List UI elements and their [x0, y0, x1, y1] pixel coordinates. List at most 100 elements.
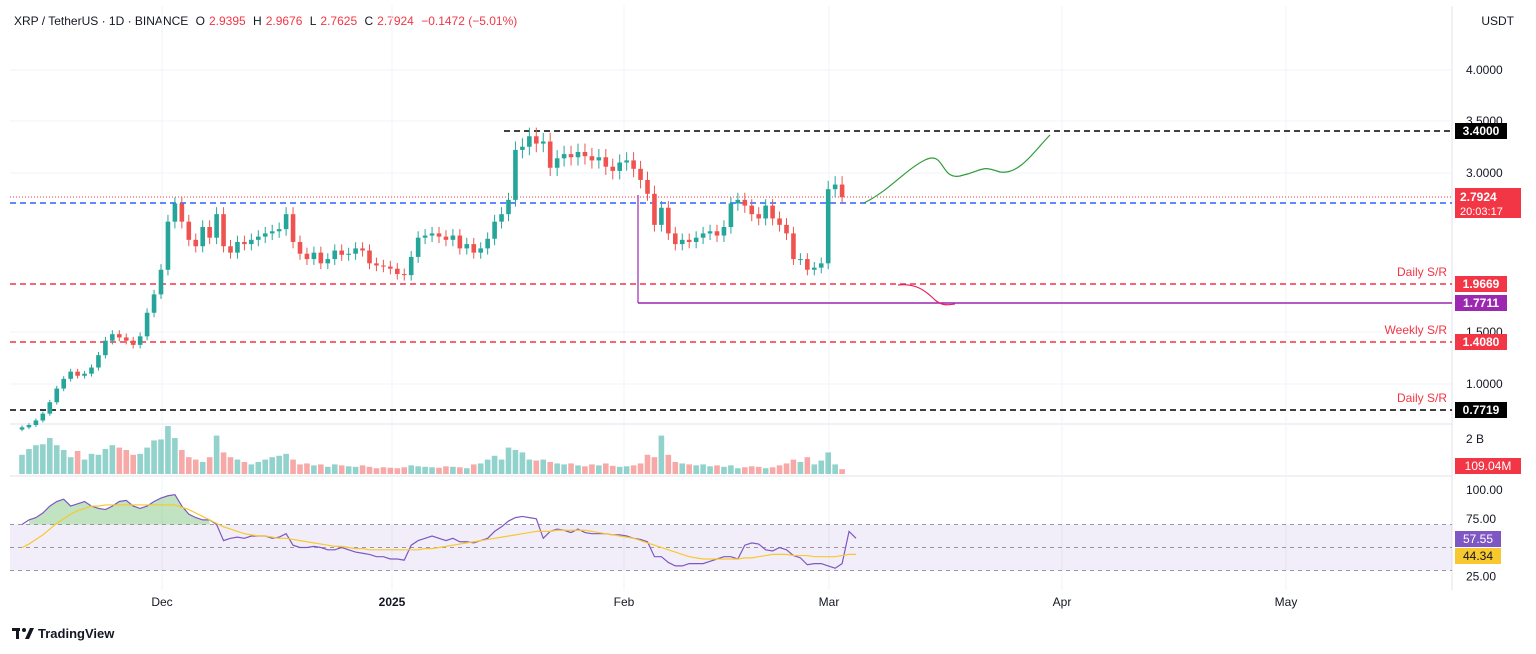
volume-bar	[81, 459, 88, 474]
volume-bar	[547, 462, 553, 474]
volume-bar	[290, 459, 296, 474]
rsi-ma-tag	[1455, 548, 1501, 564]
volume-bar	[533, 460, 540, 474]
candle	[735, 199, 741, 204]
volume-bar	[227, 457, 234, 474]
low-value: 2.7625	[320, 14, 358, 28]
volume-bar	[352, 466, 359, 474]
volume-bar	[582, 466, 588, 474]
candle	[54, 388, 60, 403]
volume-bar	[283, 453, 289, 474]
volume-bar	[325, 466, 331, 474]
volume-bar	[408, 465, 414, 474]
volume-bar	[679, 463, 686, 474]
candle	[784, 224, 789, 234]
volume-bar	[728, 465, 734, 474]
x-axis-tick: Apr	[1053, 595, 1072, 609]
candle	[130, 340, 136, 345]
volume-bar	[658, 435, 665, 474]
volume-bar	[123, 450, 130, 474]
volume-bar	[596, 465, 602, 474]
volume-bar	[172, 438, 178, 474]
volume-bar	[616, 466, 623, 474]
candle	[700, 233, 706, 238]
rsi-ma-tag-label: 44.34	[1463, 549, 1493, 563]
volume-bar	[422, 466, 428, 474]
volume-bar	[40, 444, 46, 474]
candle	[527, 136, 532, 147]
candle	[499, 214, 504, 222]
candle	[624, 160, 629, 163]
volume-bar	[60, 450, 67, 474]
candle	[777, 218, 782, 225]
candle	[547, 141, 553, 168]
candle	[214, 214, 219, 238]
candle	[749, 205, 755, 215]
candle	[742, 199, 748, 206]
candle	[638, 168, 643, 180]
y-axis-tick: 4.0000	[1466, 63, 1503, 77]
volume-bar	[165, 426, 171, 474]
volume-bar	[234, 459, 241, 474]
candle	[450, 235, 456, 240]
y-axis-tick: 3.0000	[1466, 166, 1503, 180]
volume-bar	[380, 467, 387, 474]
volume-bar	[318, 464, 324, 474]
x-axis-tick: 2025	[379, 595, 406, 609]
high-label: H	[253, 14, 262, 28]
volume-bar	[783, 463, 790, 474]
candle	[471, 244, 477, 253]
rsi-tag-label: 57.55	[1463, 532, 1493, 546]
volume-bar	[95, 454, 102, 474]
tradingview-logo[interactable]: TradingView	[12, 626, 114, 641]
rsi-ma-line	[21, 504, 856, 560]
volume-bar	[526, 459, 533, 474]
volume-bar	[26, 449, 32, 474]
volume-bar	[714, 465, 720, 474]
level-annotation: Daily S/R	[1397, 391, 1447, 405]
volume-bar	[213, 435, 220, 474]
candle	[679, 239, 685, 245]
currency-unit[interactable]: USDT	[1481, 14, 1514, 28]
candle	[33, 420, 39, 426]
candle	[61, 378, 66, 389]
volume-bar	[436, 467, 442, 474]
volume-bar	[609, 465, 616, 474]
candle	[186, 221, 192, 240]
candle	[395, 268, 400, 275]
candle	[332, 250, 338, 260]
candle	[318, 252, 324, 264]
candle	[26, 425, 32, 428]
level-tag	[1455, 295, 1507, 311]
level-tag-label: 1.7711	[1463, 296, 1499, 310]
candle	[457, 235, 463, 249]
volume-bar	[484, 459, 491, 474]
volume-bar	[53, 445, 60, 474]
candle	[652, 193, 657, 225]
volume-bar	[742, 467, 748, 474]
level-tag	[1455, 123, 1507, 139]
candle	[123, 337, 129, 341]
candle	[568, 154, 574, 158]
candle	[832, 184, 838, 190]
tradingview-icon	[12, 627, 34, 639]
volume-bar	[387, 467, 394, 474]
volume-bar	[623, 466, 630, 474]
candle	[207, 227, 212, 238]
volume-bar	[311, 465, 317, 474]
volume-bar	[477, 463, 484, 474]
level-tag-label: 0.7719	[1463, 403, 1500, 417]
volume-bar	[839, 469, 845, 474]
volume-bar	[297, 464, 303, 474]
candle	[165, 221, 171, 270]
candle	[325, 259, 331, 264]
volume-bar	[450, 466, 456, 474]
volume-bar	[721, 466, 727, 474]
level-tag-label: 1.9669	[1463, 277, 1500, 291]
candle	[582, 152, 588, 157]
candle	[825, 189, 831, 264]
candle	[137, 336, 143, 345]
candle	[388, 266, 393, 269]
volume-bar	[804, 457, 811, 474]
